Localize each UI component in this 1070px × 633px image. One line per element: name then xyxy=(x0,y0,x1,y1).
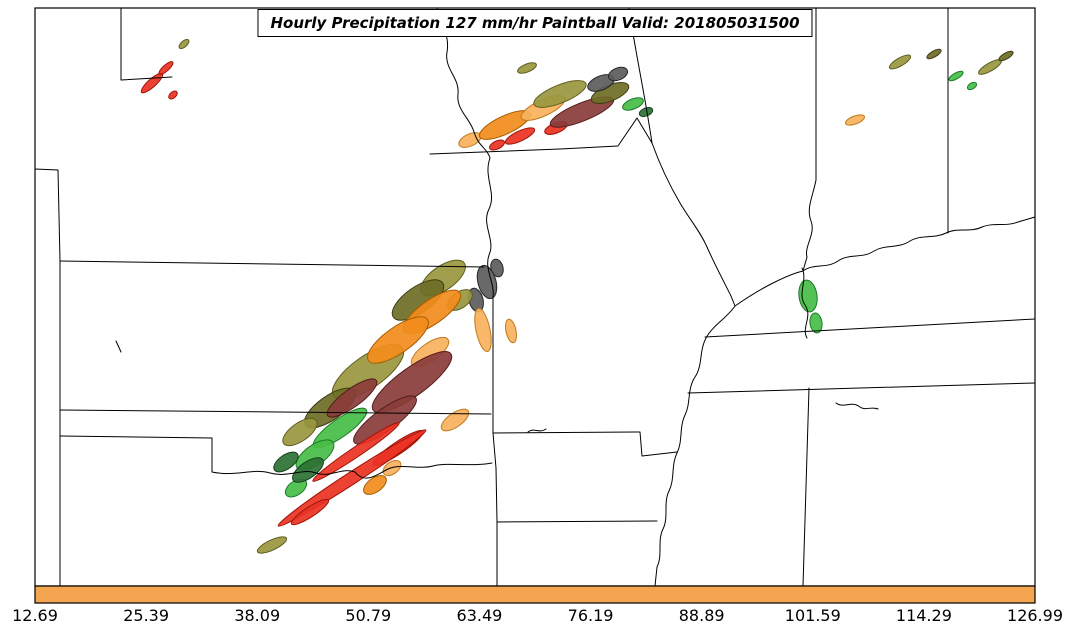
border-red-river xyxy=(211,462,493,479)
paintball-blob-olive xyxy=(178,38,190,50)
paintball-blob-red xyxy=(290,498,330,526)
paintball-blob-orange xyxy=(367,316,429,364)
colorbar-tick-label: 101.59 xyxy=(784,606,841,625)
paintball-blob-olive xyxy=(517,62,537,74)
colorbar-tick-label: 114.29 xyxy=(895,606,952,625)
border-iowa-missouri xyxy=(429,117,653,155)
river-squiggle-alabama xyxy=(835,402,879,410)
border-missouri-west xyxy=(486,157,494,434)
paintball-blob-lightorange xyxy=(440,408,470,432)
paintball-blob-red xyxy=(168,90,178,100)
border-wabash-il-in xyxy=(802,7,817,272)
border-oklahoma-panhandle xyxy=(59,435,213,473)
colorbar-tick-label: 12.69 xyxy=(12,606,58,625)
paintball-layer xyxy=(140,38,1014,554)
border-missouri-river-ne-ia xyxy=(436,7,491,159)
border-kansas-nebraska xyxy=(59,260,485,268)
border-tennessee-south xyxy=(687,382,1036,394)
colorbar-tick-label: 126.99 xyxy=(1007,606,1063,625)
paintball-blob-gray xyxy=(607,66,629,82)
river-squiggle-arkansas xyxy=(527,428,547,433)
border-oklahoma-arkansas xyxy=(492,432,497,469)
colorbar-tick-label: 38.09 xyxy=(234,606,281,625)
colorbar-tick-label: 63.49 xyxy=(456,606,503,625)
paintball-blob-green xyxy=(948,70,964,82)
border-mississippi-mo-il xyxy=(651,142,736,307)
paintball-blob-lightorange xyxy=(505,318,517,344)
paintball-blob-darkgreen xyxy=(273,451,299,473)
border-kentucky-tennessee xyxy=(704,318,1036,338)
border-ohio-river-kentucky xyxy=(802,216,1036,272)
paintball-blob-darkolive xyxy=(926,48,942,60)
border-mississippi-alabama xyxy=(802,387,810,587)
paintball-blob-green xyxy=(622,97,644,111)
paintball-blob-olive xyxy=(256,536,288,554)
paintball-blob-red xyxy=(504,127,536,145)
paintball-blob-green xyxy=(966,81,978,91)
paintball-blob-orange xyxy=(363,475,387,495)
paintball-blob-green xyxy=(798,279,818,313)
colorbar-tick-label: 76.19 xyxy=(567,606,614,625)
paintball-blob-olive xyxy=(888,54,912,70)
border-mississippi-lower xyxy=(654,305,736,587)
river-tennessee-kentucky-lake xyxy=(801,267,809,339)
border-kansas-oklahoma xyxy=(59,409,492,415)
paintball-blob-maroon xyxy=(326,378,378,418)
border-nebraska-colorado xyxy=(34,168,61,262)
paintball-blob-lightorange xyxy=(845,114,865,126)
plot-frame xyxy=(34,7,1036,587)
paintball-blob-gray xyxy=(476,264,498,300)
border-arkansas-louisiana xyxy=(496,520,658,523)
paintball-blob-red xyxy=(158,61,174,75)
paintball-blob-olive xyxy=(282,417,318,447)
river-squiggle-newmexico xyxy=(115,340,122,353)
paintball-blob-red xyxy=(489,139,505,151)
border-ohio-river-illinois xyxy=(734,270,804,307)
colorbar xyxy=(34,585,1036,604)
paintball-blob-red xyxy=(277,429,427,527)
paintball-blob-green xyxy=(284,478,308,498)
paintball-blob-lightorange xyxy=(474,307,492,353)
paintball-blob-olive xyxy=(533,80,587,108)
colorbar-tick-label: 50.79 xyxy=(345,606,392,625)
plot-title: Hourly Precipitation 127 mm/hr Paintball… xyxy=(257,9,813,37)
colorbar-tick-label: 25.39 xyxy=(123,606,170,625)
paintball-blob-darkgreen xyxy=(292,457,324,483)
paintball-blob-maroon xyxy=(371,351,453,413)
colorbar-tick-label: 88.89 xyxy=(678,606,725,625)
border-missouri-arkansas xyxy=(492,431,678,457)
paintball-blob-red xyxy=(312,422,400,482)
paintball-blob-darkolive xyxy=(998,50,1014,62)
paintball-blob-green xyxy=(809,312,823,334)
border-wyoming-corner xyxy=(120,7,173,81)
